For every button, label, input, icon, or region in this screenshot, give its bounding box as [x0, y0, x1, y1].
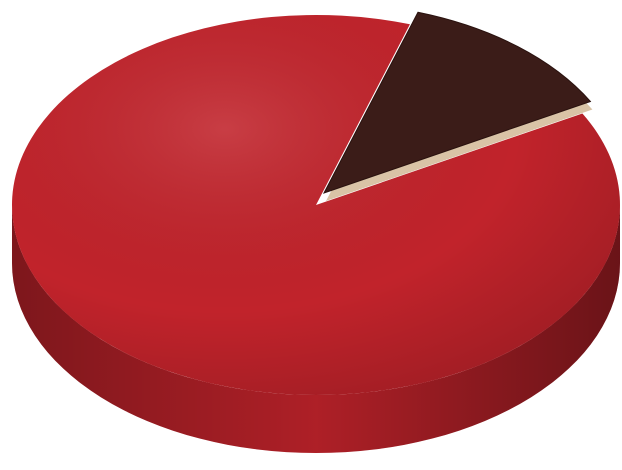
pie [11, 11, 620, 453]
pie-side-shade [12, 205, 620, 453]
slice-shine [11, 14, 620, 395]
pie-slice [322, 11, 592, 194]
